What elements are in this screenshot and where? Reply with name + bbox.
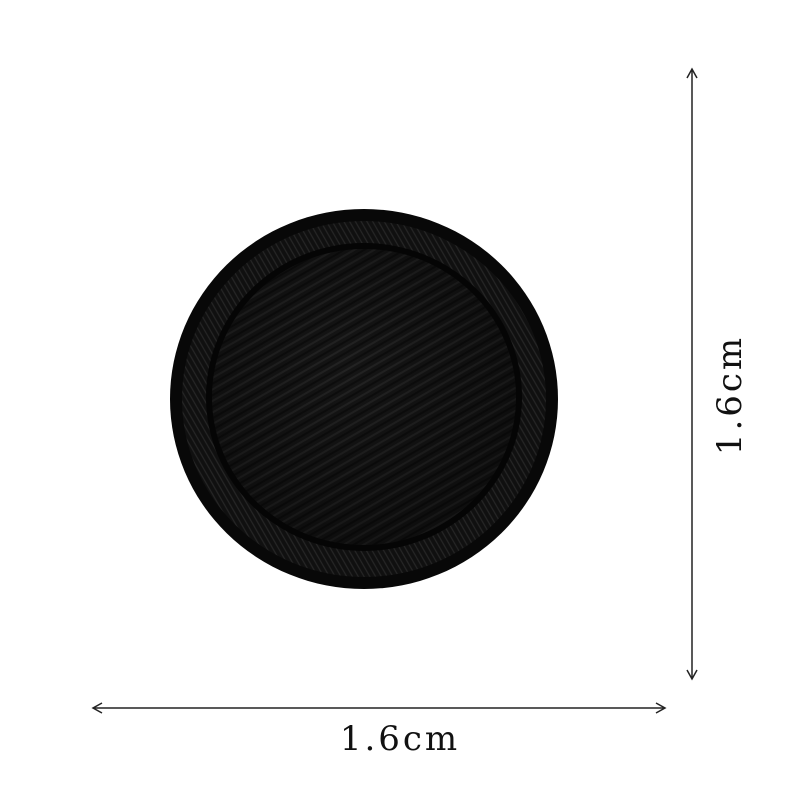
embroidered-patch bbox=[168, 205, 568, 595]
height-dimension-label: 1.6cm bbox=[710, 334, 750, 456]
width-dimension-arrow bbox=[90, 700, 668, 714]
patch-graphic bbox=[170, 209, 558, 589]
height-dimension-arrow bbox=[685, 66, 699, 682]
width-dimension-label: 1.6cm bbox=[339, 719, 461, 759]
